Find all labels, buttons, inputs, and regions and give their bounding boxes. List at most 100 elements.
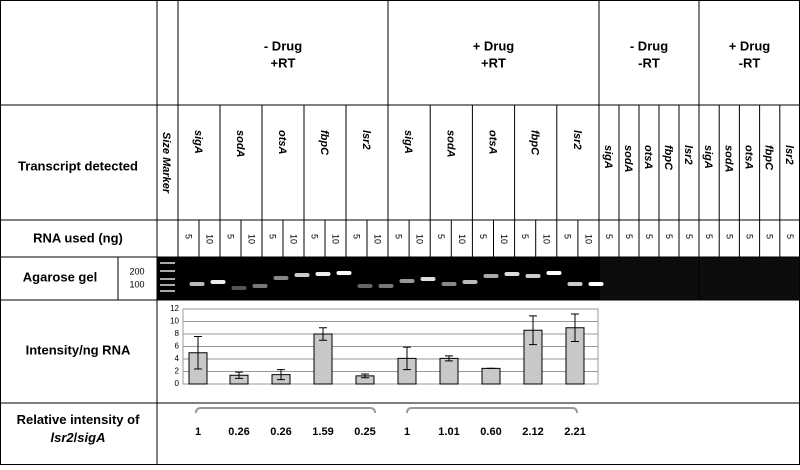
amount-label: 10 bbox=[331, 234, 341, 244]
amount-label: 5 bbox=[604, 234, 614, 239]
bar bbox=[313, 333, 333, 385]
y-tick-label: 12 bbox=[170, 304, 179, 313]
group-label: - Drug bbox=[630, 38, 668, 53]
error-bar bbox=[445, 355, 453, 362]
y-tick-label: 2 bbox=[175, 367, 180, 376]
amount-label: 5 bbox=[724, 234, 734, 239]
gel-band bbox=[210, 280, 226, 284]
gene-label: lsr2 bbox=[571, 130, 583, 150]
error-bar bbox=[403, 346, 411, 371]
relative-value: 0.26 bbox=[270, 426, 291, 438]
amount-label: 5 bbox=[520, 234, 530, 239]
gel-band bbox=[420, 277, 436, 281]
row-label: Intensity/ng RNA bbox=[26, 342, 131, 357]
group-label: + Drug bbox=[473, 38, 515, 53]
gel-band bbox=[273, 276, 289, 280]
gene-name: sigA bbox=[77, 430, 105, 445]
row-label: Relative intensity of bbox=[17, 412, 140, 427]
amount-label: 5 bbox=[268, 234, 278, 239]
group-label: +RT bbox=[271, 55, 296, 70]
relative-value: 1 bbox=[195, 426, 201, 438]
gene-label: otsA bbox=[743, 145, 755, 170]
gel-band bbox=[588, 282, 604, 286]
gel-band bbox=[336, 271, 352, 275]
gene-label: fbpC bbox=[318, 130, 330, 156]
y-tick-label: 0 bbox=[175, 379, 180, 388]
bracket bbox=[406, 407, 578, 414]
row-label-text: Relative intensity of bbox=[17, 412, 140, 427]
amount-label: 5 bbox=[745, 234, 755, 239]
error-bar bbox=[194, 336, 202, 370]
y-tick-label: 10 bbox=[170, 317, 179, 326]
gel-band bbox=[189, 282, 205, 286]
gel-band bbox=[546, 271, 562, 275]
group-label: + Drug bbox=[729, 38, 771, 53]
marker-size: 200 bbox=[129, 266, 144, 276]
row-label: lsr2/sigA bbox=[51, 430, 106, 445]
gene-label: fbpC bbox=[662, 145, 674, 171]
amount-label: 5 bbox=[352, 234, 362, 239]
gene-label: sodA bbox=[622, 145, 634, 173]
relative-value: 0.26 bbox=[228, 426, 249, 438]
separator: / bbox=[74, 430, 78, 445]
ladder-band bbox=[160, 290, 175, 292]
relative-value: 0.25 bbox=[354, 426, 375, 438]
gel-band bbox=[462, 280, 478, 284]
amount-label: 10 bbox=[289, 234, 299, 244]
group-label: -RT bbox=[739, 55, 761, 70]
ladder-band bbox=[160, 284, 175, 286]
bar bbox=[481, 367, 501, 385]
error-bar bbox=[277, 369, 285, 381]
row-label: RNA used (ng) bbox=[33, 230, 123, 245]
gene-label: lsr2 bbox=[682, 145, 694, 165]
amount-label: 10 bbox=[541, 234, 551, 244]
ladder-band bbox=[160, 278, 175, 280]
amount-label: 5 bbox=[765, 234, 775, 239]
gel-image-rt bbox=[600, 257, 800, 300]
gene-label: sigA bbox=[602, 145, 614, 169]
gene-label: sodA bbox=[722, 145, 734, 173]
amount-label: 5 bbox=[478, 234, 488, 239]
gel-band bbox=[315, 272, 331, 276]
amount-label: 5 bbox=[664, 234, 674, 239]
amount-label: 10 bbox=[415, 234, 425, 244]
ladder-band bbox=[160, 262, 175, 264]
amount-label: 5 bbox=[785, 234, 795, 239]
amount-label: 5 bbox=[436, 234, 446, 239]
gel-band bbox=[399, 279, 415, 283]
gel-band bbox=[357, 284, 373, 288]
amount-label: 10 bbox=[247, 234, 257, 244]
gene-label: sigA bbox=[402, 130, 414, 154]
gene-label: lsr2 bbox=[783, 145, 795, 165]
group-label: -RT bbox=[638, 55, 660, 70]
amount-label: 5 bbox=[644, 234, 654, 239]
marker-size: 100 bbox=[129, 279, 144, 289]
amount-label: 10 bbox=[499, 234, 509, 244]
gene-label: lsr2 bbox=[360, 130, 372, 150]
gene-label: otsA bbox=[642, 145, 654, 170]
relative-value: 2.12 bbox=[522, 426, 543, 438]
gene-label: sigA bbox=[702, 145, 714, 169]
y-tick-label: 6 bbox=[175, 342, 180, 351]
relative-value: 1.01 bbox=[438, 426, 459, 438]
size-marker-label: Size Marker bbox=[160, 132, 172, 194]
error-bar bbox=[319, 327, 327, 341]
gene-label: otsA bbox=[276, 130, 288, 155]
relative-value: 0.60 bbox=[480, 426, 501, 438]
gel-band bbox=[378, 284, 394, 288]
ladder-band bbox=[160, 270, 175, 272]
gene-label: otsA bbox=[487, 130, 499, 155]
gene-label: fbpC bbox=[529, 130, 541, 156]
amount-label: 10 bbox=[205, 234, 215, 244]
error-bar bbox=[235, 371, 243, 379]
error-bar bbox=[571, 313, 579, 342]
gel-band bbox=[441, 282, 457, 286]
gel-band bbox=[525, 274, 541, 278]
bar bbox=[439, 357, 459, 385]
group-label: - Drug bbox=[264, 38, 302, 53]
bracket bbox=[195, 407, 376, 414]
amount-label: 5 bbox=[310, 234, 320, 239]
amount-label: 5 bbox=[184, 234, 194, 239]
